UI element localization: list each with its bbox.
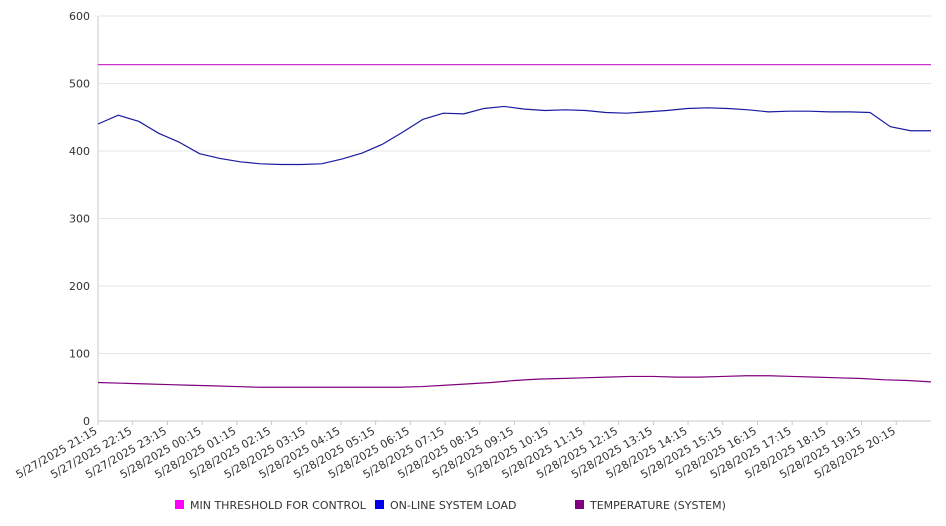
y-tick-label: 300 <box>69 213 90 226</box>
y-tick-label: 600 <box>69 10 90 23</box>
y-tick-label: 100 <box>69 348 90 361</box>
x-tick-labels: 5/27/2025 21:155/27/2025 22:155/27/2025 … <box>14 424 898 481</box>
y-tick-label: 0 <box>83 415 90 428</box>
legend-swatch <box>175 500 184 509</box>
legend-label: TEMPERATURE (SYSTEM) <box>589 499 726 512</box>
y-tick-label: 400 <box>69 145 90 158</box>
series-lines <box>97 63 932 388</box>
series-line-1 <box>97 105 931 166</box>
y-tick-label: 500 <box>69 78 90 91</box>
gridlines <box>98 15 931 422</box>
legend-swatch <box>375 500 384 509</box>
legend-label: MIN THRESHOLD FOR CONTROL <box>190 499 367 512</box>
y-tick-label: 200 <box>69 280 90 293</box>
legend-label: ON-LINE SYSTEM LOAD <box>390 499 516 512</box>
series-line-2 <box>97 375 932 388</box>
legend-swatch <box>575 500 584 509</box>
axes <box>97 16 931 425</box>
legend: MIN THRESHOLD FOR CONTROL ON-LINE SYSTEM … <box>175 499 726 512</box>
y-tick-labels: 0 100 200 300 400 500 600 <box>69 10 90 428</box>
